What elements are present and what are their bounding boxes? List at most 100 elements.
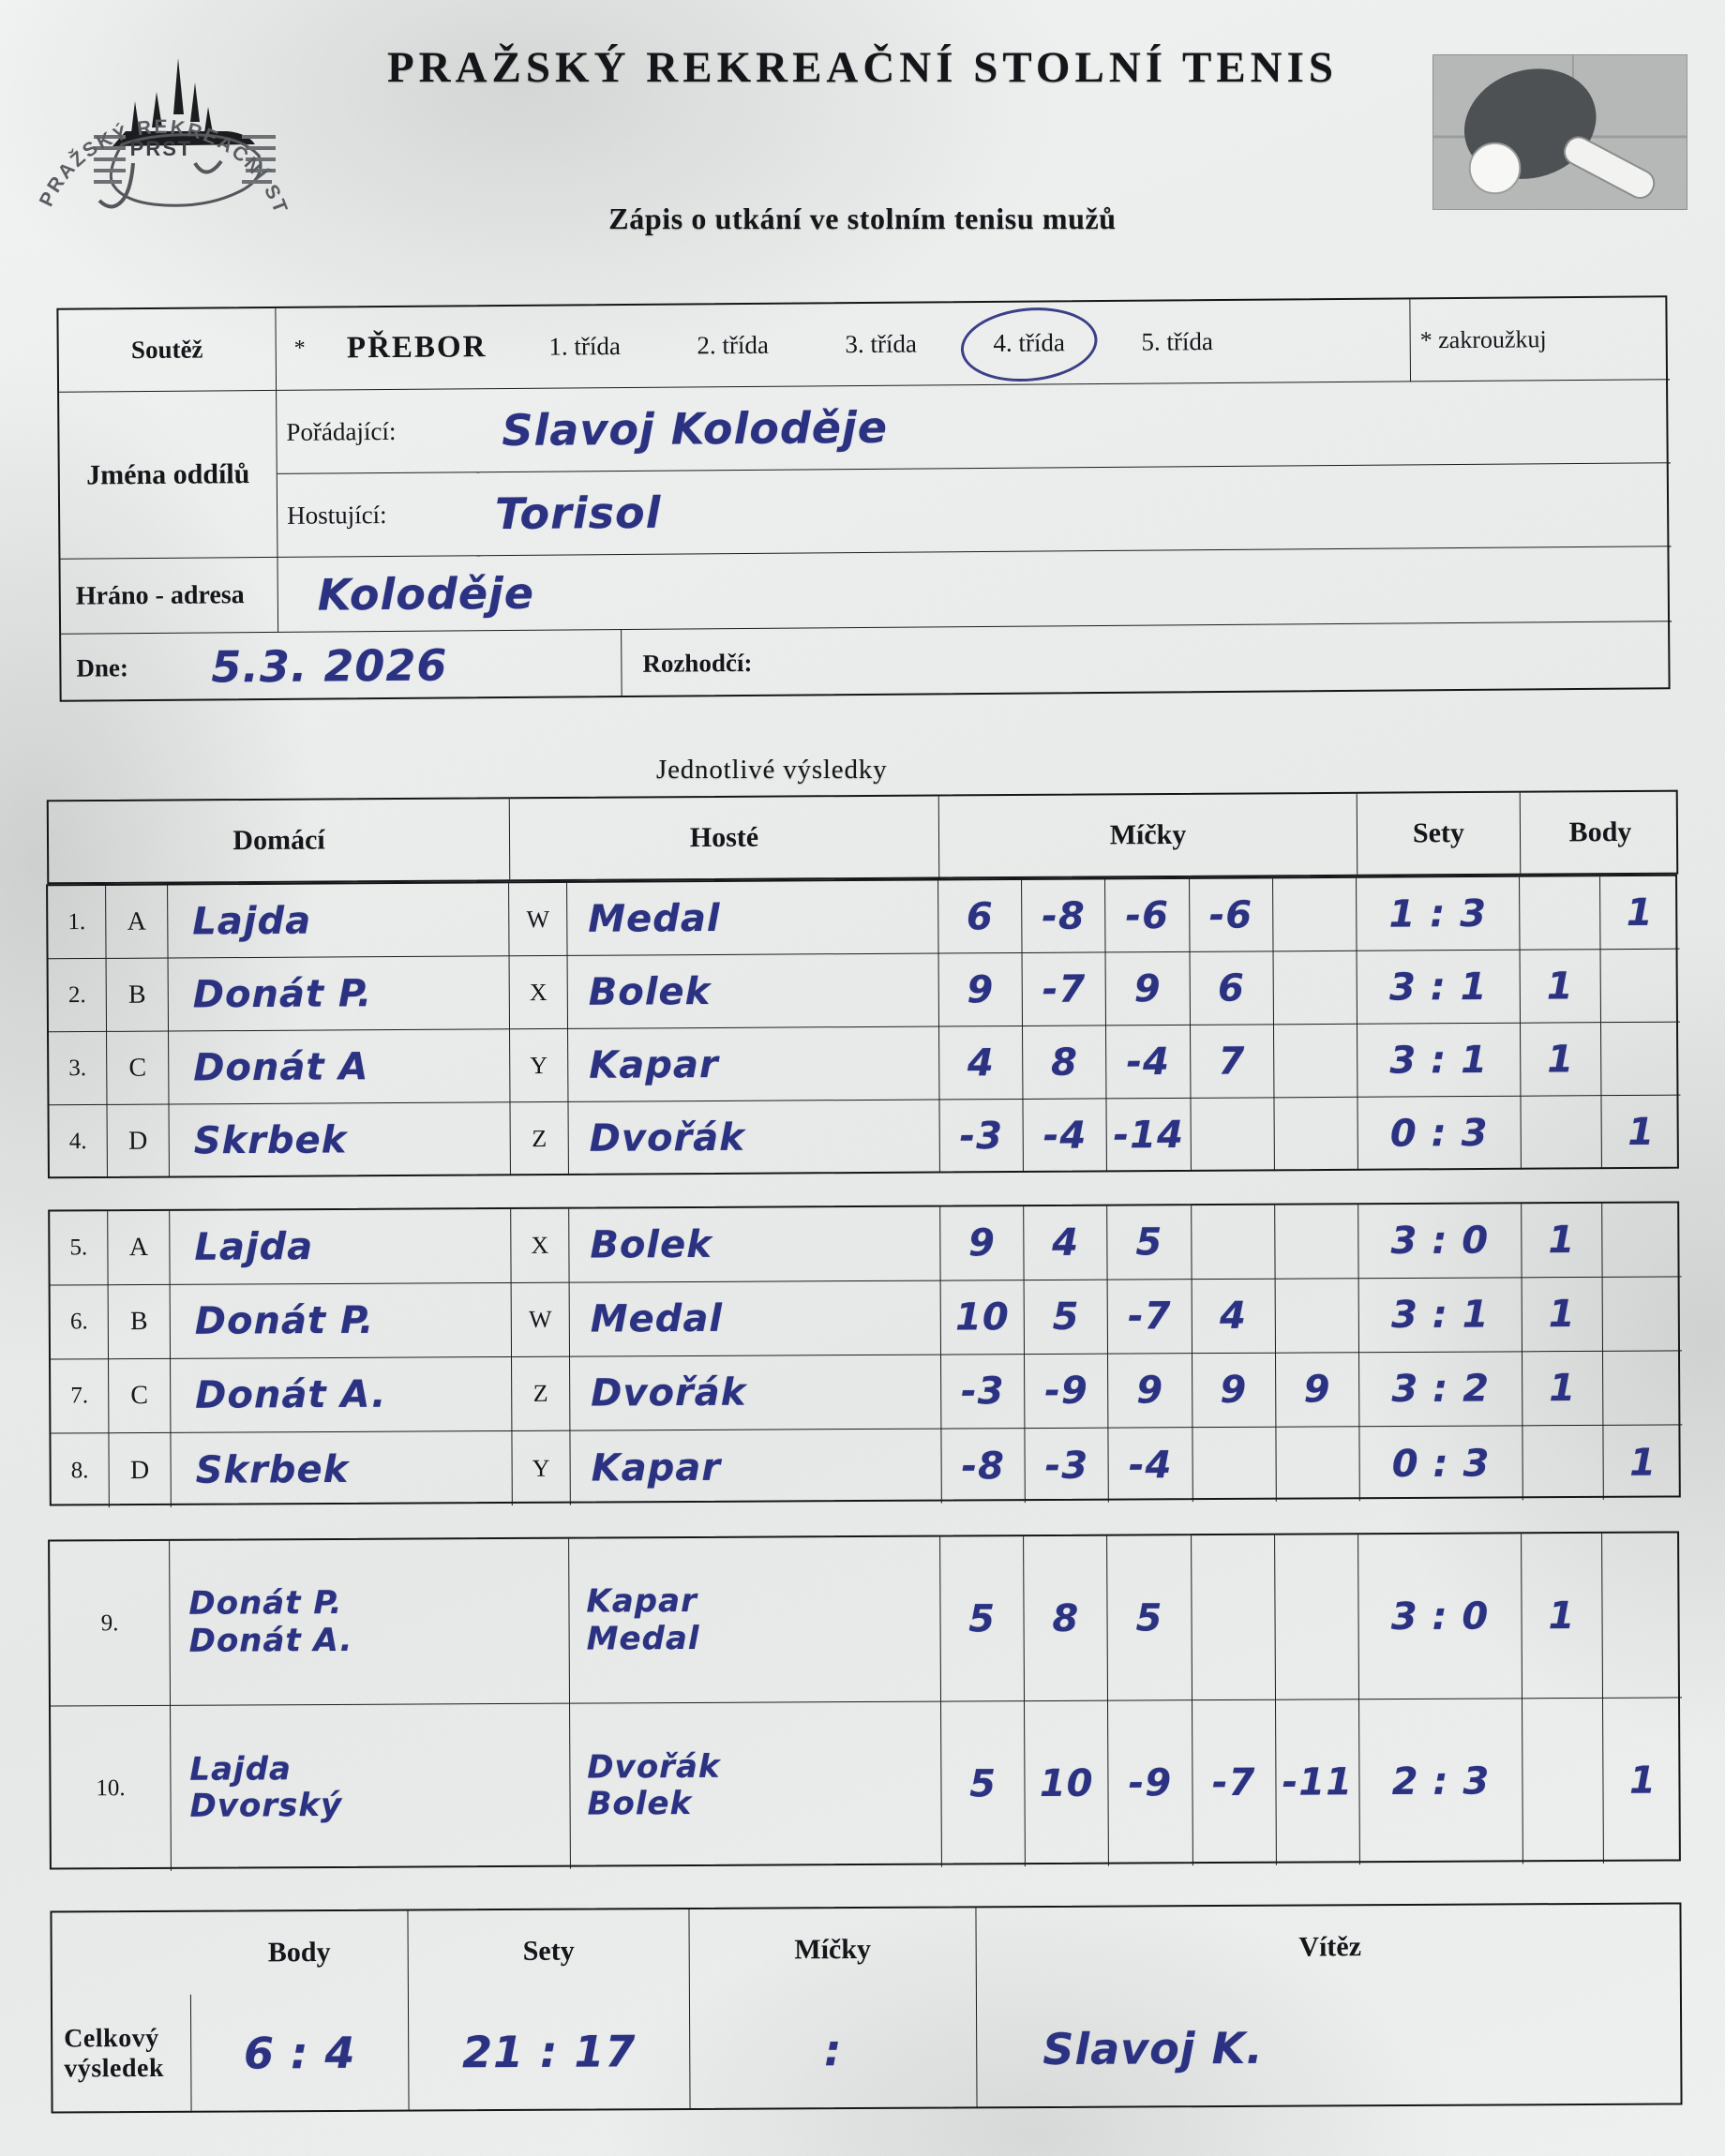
- home-player-name-cell[interactable]: Donát P.: [168, 956, 511, 1032]
- point-home-cell[interactable]: [1522, 1425, 1604, 1501]
- ball-score-cell[interactable]: -8: [941, 1429, 1027, 1504]
- point-away-cell[interactable]: [1602, 1203, 1682, 1278]
- point-home-cell[interactable]: [1520, 876, 1601, 951]
- ball-score-cell[interactable]: [1191, 1098, 1275, 1172]
- ball-score-cell[interactable]: [1276, 1427, 1360, 1502]
- class-option-1[interactable]: 1. třída: [510, 305, 660, 389]
- ball-score-cell[interactable]: 9: [1105, 951, 1191, 1026]
- away-player-name-cell[interactable]: Bolek: [567, 953, 940, 1029]
- ball-score-cell[interactable]: -6: [1189, 878, 1274, 952]
- ball-score-cell[interactable]: -14: [1106, 1098, 1192, 1173]
- set-score-cell[interactable]: 3 : 1: [1357, 950, 1521, 1025]
- class-option-2[interactable]: 2. třída: [658, 304, 808, 388]
- ball-score-cell[interactable]: 8: [1023, 1026, 1107, 1100]
- class-option-4[interactable]: 4. třída: [954, 301, 1104, 386]
- total-balls-cell[interactable]: :: [689, 1990, 978, 2110]
- set-score-cell[interactable]: 3 : 2: [1359, 1352, 1523, 1428]
- ball-score-cell[interactable]: -3: [941, 1355, 1026, 1430]
- away-player-name-cell[interactable]: Dvořák: [568, 1100, 940, 1175]
- ball-score-cell[interactable]: 6: [1190, 951, 1274, 1026]
- ball-score-cell[interactable]: 4: [1024, 1205, 1108, 1281]
- set-score-cell[interactable]: 1 : 3: [1357, 876, 1521, 951]
- set-score-cell[interactable]: 0 : 3: [1358, 1096, 1522, 1171]
- ball-score-cell[interactable]: [1274, 1205, 1359, 1280]
- ball-score-cell[interactable]: -8: [1022, 879, 1106, 953]
- away-player-name-cell[interactable]: Kapar: [570, 1429, 942, 1505]
- away-player-name-cell[interactable]: Dvořák: [570, 1355, 942, 1431]
- date-value-cell[interactable]: 5.3. 2026: [181, 630, 622, 701]
- ball-score-cell[interactable]: -7: [1022, 952, 1107, 1026]
- point-home-cell[interactable]: 1: [1522, 1351, 1604, 1427]
- total-winner-cell[interactable]: Slavoj K.: [977, 1986, 1685, 2108]
- ball-score-cell[interactable]: [1192, 1427, 1277, 1503]
- point-home-cell[interactable]: 1: [1520, 1023, 1602, 1097]
- ball-score-cell[interactable]: -7: [1192, 1699, 1277, 1866]
- point-away-cell[interactable]: 1: [1600, 876, 1680, 951]
- class-option-3[interactable]: 3. třída: [806, 303, 956, 387]
- ball-score-cell[interactable]: -9: [1108, 1700, 1193, 1866]
- ball-score-cell[interactable]: 5: [940, 1536, 1026, 1702]
- ball-score-cell[interactable]: 10: [1025, 1700, 1110, 1867]
- home-player-name-cell[interactable]: Skrbek: [169, 1102, 511, 1178]
- away-player-name-cell[interactable]: Bolek: [569, 1206, 941, 1283]
- ball-score-cell[interactable]: 5: [1107, 1205, 1192, 1280]
- set-score-cell[interactable]: 3 : 0: [1358, 1204, 1522, 1280]
- ball-score-cell[interactable]: 6: [938, 879, 1023, 954]
- home-player-name-cell[interactable]: Lajda: [170, 1208, 512, 1285]
- ball-score-cell[interactable]: 4: [939, 1026, 1024, 1100]
- ball-score-cell[interactable]: [1272, 877, 1358, 952]
- point-home-cell[interactable]: 1: [1520, 950, 1601, 1024]
- point-home-cell[interactable]: 1: [1522, 1203, 1603, 1279]
- point-home-cell[interactable]: [1521, 1096, 1602, 1170]
- ball-score-cell[interactable]: 5: [1024, 1280, 1109, 1355]
- ball-score-cell[interactable]: 5: [941, 1701, 1027, 1867]
- point-away-cell[interactable]: [1600, 949, 1680, 1024]
- away-player-name-cell[interactable]: Medal: [567, 880, 939, 956]
- ball-score-cell[interactable]: -7: [1107, 1280, 1192, 1355]
- total-sets-cell[interactable]: 21 : 17: [408, 1991, 691, 2112]
- ball-score-cell[interactable]: -6: [1105, 878, 1191, 953]
- ball-score-cell[interactable]: -4: [1106, 1025, 1192, 1100]
- set-score-cell[interactable]: 2 : 3: [1359, 1699, 1523, 1865]
- point-away-cell[interactable]: 1: [1628, 1759, 1658, 1803]
- set-score-cell[interactable]: 3 : 1: [1358, 1278, 1523, 1354]
- ball-score-cell[interactable]: [1191, 1205, 1276, 1280]
- venue-value-cell[interactable]: Koloděje: [278, 546, 1672, 633]
- point-away-cell[interactable]: [1600, 1022, 1681, 1097]
- ball-score-cell[interactable]: 10: [940, 1280, 1026, 1355]
- ball-score-cell[interactable]: -3: [1025, 1428, 1110, 1504]
- home-pair-cell[interactable]: Lajda Dvorský: [171, 1703, 571, 1871]
- ball-score-cell[interactable]: -4: [1108, 1428, 1193, 1503]
- ball-score-cell[interactable]: 4: [1192, 1279, 1276, 1355]
- away-player-name-cell[interactable]: Kapar: [568, 1026, 940, 1102]
- away-player-name-cell[interactable]: Medal: [569, 1280, 942, 1357]
- referee-value-cell[interactable]: [903, 621, 1672, 695]
- ball-score-cell[interactable]: -11: [1275, 1699, 1360, 1865]
- home-team-value-cell[interactable]: Slavoj Koloděje: [479, 380, 1671, 473]
- ball-score-cell[interactable]: [1191, 1535, 1276, 1701]
- home-player-name-cell[interactable]: Donát A: [169, 1029, 511, 1105]
- ball-score-cell[interactable]: -3: [939, 1099, 1025, 1174]
- point-home-cell[interactable]: [1522, 1698, 1604, 1864]
- point-away-cell[interactable]: [1602, 1277, 1682, 1352]
- away-pair-cell[interactable]: Kapar Medal: [569, 1536, 942, 1704]
- total-points-cell[interactable]: 6 : 4: [190, 1993, 410, 2113]
- set-score-cell[interactable]: 0 : 3: [1359, 1426, 1523, 1502]
- home-player-name-cell[interactable]: Skrbek: [171, 1430, 513, 1507]
- ball-score-cell[interactable]: -4: [1023, 1099, 1108, 1173]
- ball-score-cell[interactable]: [1273, 1024, 1358, 1099]
- away-pair-cell[interactable]: Dvořák Bolek: [570, 1701, 942, 1869]
- ball-score-cell[interactable]: 9: [938, 952, 1024, 1027]
- ball-score-cell[interactable]: [1274, 1097, 1358, 1172]
- ball-score-cell[interactable]: 9: [1192, 1353, 1277, 1429]
- home-player-name-cell[interactable]: Donát A.: [171, 1356, 513, 1433]
- home-player-name-cell[interactable]: Lajda: [168, 883, 510, 959]
- ball-score-cell[interactable]: 9: [1275, 1353, 1360, 1428]
- set-score-cell[interactable]: 3 : 0: [1358, 1534, 1523, 1700]
- class-option-prebor[interactable]: PŘEBOR: [322, 306, 512, 391]
- home-pair-cell[interactable]: Donát P. Donát A.: [170, 1538, 571, 1706]
- ball-score-cell[interactable]: 9: [1108, 1354, 1192, 1429]
- ball-score-cell[interactable]: 7: [1190, 1025, 1275, 1099]
- home-player-name-cell[interactable]: Donát P.: [170, 1282, 513, 1359]
- ball-score-cell[interactable]: [1275, 1279, 1359, 1354]
